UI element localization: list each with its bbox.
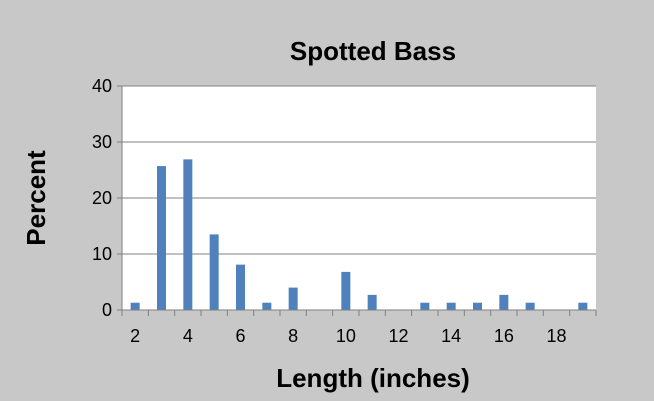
bar-14 [446, 302, 456, 310]
x-tick-label: 18 [546, 326, 566, 346]
x-tick-label: 2 [130, 326, 140, 346]
tick-labels: 0 10 20 30 40 2 4 6 8 10 12 14 16 18 [92, 76, 567, 346]
bar-16 [499, 294, 509, 310]
y-tick-label: 40 [92, 76, 112, 96]
bar-19 [578, 302, 588, 310]
x-tick-label: 16 [494, 326, 514, 346]
bar-7 [262, 302, 272, 310]
bar-13 [420, 302, 430, 310]
bar-6 [236, 264, 245, 310]
x-tick-label: 12 [388, 326, 408, 346]
bar-2 [130, 302, 140, 310]
bar-10 [341, 271, 351, 310]
axes [117, 85, 597, 316]
bar-5 [209, 234, 219, 310]
bar-4 [183, 159, 193, 310]
x-tick-label: 10 [336, 326, 356, 346]
chart-title: Spotted Bass [290, 36, 456, 66]
y-tick-label: 0 [102, 300, 112, 320]
bar-11 [367, 294, 377, 310]
x-tick-label: 6 [235, 326, 245, 346]
x-tick-label: 8 [288, 326, 298, 346]
bars [130, 159, 588, 310]
bar-8 [288, 287, 298, 310]
bar-17 [525, 302, 535, 310]
y-tick-label: 30 [92, 132, 112, 152]
y-tick-label: 20 [92, 188, 112, 208]
x-tick-label: 4 [183, 326, 193, 346]
y-tick-label: 10 [92, 244, 112, 264]
x-tick-label: 14 [441, 326, 461, 346]
grid-lines [122, 85, 596, 255]
bar-3 [157, 166, 166, 310]
x-axis-title: Length (inches) [276, 363, 470, 393]
y-axis-title: Percent [21, 150, 51, 246]
bar-15 [473, 302, 482, 310]
